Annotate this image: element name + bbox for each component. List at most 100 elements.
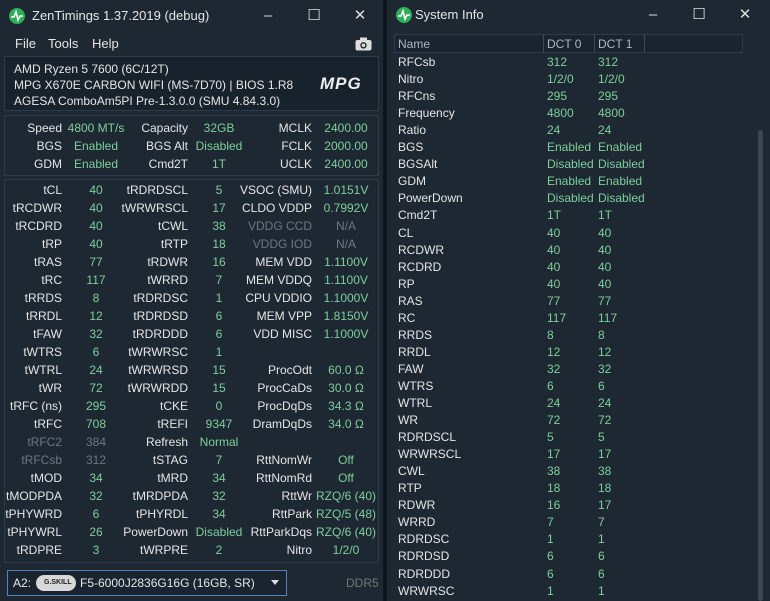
param-value: 117 (86, 273, 106, 287)
param-value: 1 (215, 291, 223, 305)
cell-value: 1T (598, 208, 613, 223)
param-label: tRDRDSCL (126, 183, 188, 197)
cell-value: 117 (547, 310, 567, 325)
param-label: tCL (43, 183, 62, 197)
slot-label: A2: (13, 576, 32, 590)
param-label: UCLK (279, 157, 312, 171)
cell-value: 1 (547, 583, 554, 598)
cell-value: 1 (598, 583, 605, 598)
cell-name: RCDRD (398, 259, 442, 274)
param-value: 8 (92, 291, 100, 305)
memory-type: DDR5 (346, 576, 379, 590)
param-label: Nitro (286, 543, 312, 557)
cell-value: 5 (598, 430, 605, 445)
param-label: MEM VPP (256, 309, 312, 323)
param-value: Disabled (195, 525, 243, 539)
param-label: tRP (41, 237, 62, 251)
param-label: tMRDPDA (132, 489, 188, 503)
close-button[interactable]: ✕ (353, 7, 367, 24)
param-label: tRFC (ns) (10, 399, 62, 413)
cell-value: 24 (598, 123, 612, 138)
cell-value: 6 (547, 566, 554, 581)
cell-value: Disabled (598, 191, 645, 206)
info-line: AMD Ryzen 5 7600 (6C/12T) (14, 62, 169, 76)
param-value: N/A (335, 219, 356, 233)
param-label: VDD MISC (253, 327, 312, 341)
param-label: Speed (27, 121, 62, 135)
menu-item[interactable]: Help (92, 36, 119, 51)
menu-item[interactable]: File (15, 36, 36, 51)
param-label: tWR (38, 381, 62, 395)
param-label: tRDRDDD (132, 327, 188, 341)
param-label: tWRWRSC (128, 345, 188, 359)
maximize-button[interactable]: ☐ (307, 7, 321, 24)
cell-value: 24 (598, 396, 612, 410)
param-value: 6 (215, 327, 223, 341)
param-value: 3 (92, 543, 100, 557)
param-label: tRFCsb (21, 453, 62, 467)
cell-name: RAS (398, 293, 423, 308)
param-value: 0.7992V (323, 201, 369, 215)
param-value: 40 (89, 237, 103, 251)
param-value: 40 (89, 183, 103, 197)
info-line: MPG X670E CARBON WIFI (MS-7D70) | BIOS 1… (14, 78, 294, 92)
param-label: RttParkDqs (250, 525, 312, 539)
cell-value: 32 (547, 361, 561, 376)
param-label: Refresh (145, 435, 188, 449)
zentimings-window: ZenTimings 1.37.2019 (debug) – ☐ ✕ MPG F… (0, 0, 383, 601)
param-value: 72 (89, 381, 103, 395)
cell-value: 24 (547, 396, 561, 410)
cell-name: CWL (398, 464, 425, 479)
cell-name: PowerDown (398, 191, 463, 206)
param-label: tMRD (157, 471, 188, 485)
param-label: tRDRDSD (133, 309, 188, 323)
param-value: RZQ/5 (48) (315, 507, 376, 521)
cell-name: Cmd2T (398, 208, 438, 223)
param-value: 6 (215, 309, 223, 323)
param-value: 384 (85, 435, 107, 449)
info-panel (4, 56, 379, 111)
module-name: F5-6000J2836G16G (16GB, SR) (80, 576, 255, 590)
scrollbar-thumb[interactable] (758, 130, 763, 601)
cell-value: Enabled (547, 140, 592, 155)
maximize-button[interactable]: ☐ (692, 6, 706, 23)
param-value: 32GB (203, 121, 235, 135)
param-value: 1 (215, 345, 223, 359)
column-header: DCT 0 (547, 37, 582, 51)
col-sep (543, 34, 544, 53)
param-value: 1T (211, 157, 226, 171)
cell-value: 8 (598, 327, 605, 342)
cell-name: BGSAlt (398, 157, 438, 172)
cell-name: Ratio (398, 123, 427, 138)
menu-item[interactable]: Tools (48, 36, 79, 51)
cell-value: 40 (547, 259, 561, 274)
param-label: DramDqDs (252, 417, 312, 431)
app-icon (9, 8, 25, 24)
param-value: Enabled (73, 139, 119, 153)
cell-value: 40 (547, 242, 561, 257)
app-icon (396, 7, 412, 23)
cell-name: GDM (398, 174, 426, 189)
close-button[interactable]: ✕ (738, 6, 752, 23)
cell-value: 72 (598, 413, 612, 428)
cell-value: 38 (598, 464, 612, 479)
column-header: Name (398, 37, 431, 51)
param-label: VDDG CCD (247, 219, 312, 233)
cell-name: CL (398, 225, 414, 240)
minimize-button[interactable]: – (263, 7, 273, 24)
cell-name: RDRDSC (398, 532, 450, 547)
screenshot-button[interactable] (355, 37, 372, 51)
column-header: DCT 1 (598, 37, 633, 51)
cell-name: RRDL (398, 344, 431, 359)
minimize-button[interactable]: – (648, 6, 658, 23)
cell-value: 1 (598, 532, 605, 547)
cell-value: 4800 (547, 106, 574, 121)
param-label: tRDPRE (16, 543, 62, 557)
cell-name: WRRD (398, 515, 436, 530)
param-label: VDDG IOD (252, 237, 312, 251)
param-label: MCLK (278, 121, 312, 135)
cell-value: 18 (598, 481, 612, 496)
cell-name: RCDWR (398, 242, 444, 257)
param-label: tWRRD (147, 273, 188, 287)
